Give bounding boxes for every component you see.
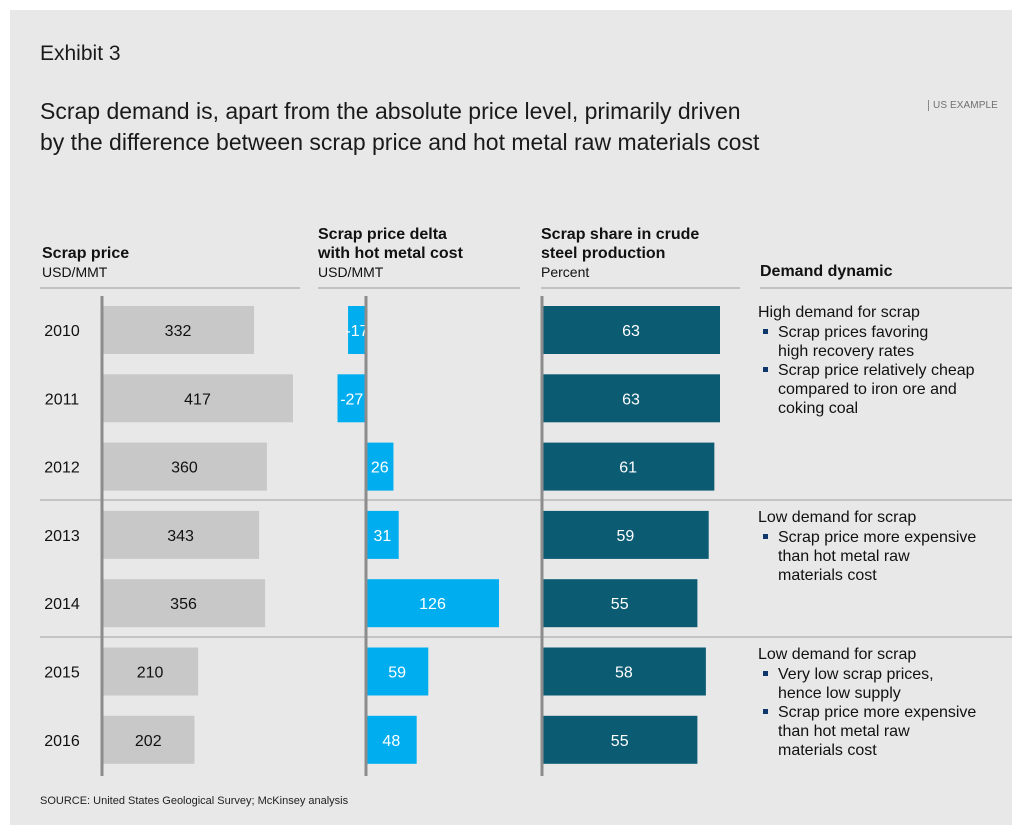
demand-bullet: Scrap price more expensive than hot metal… (758, 703, 1014, 760)
price-bar (102, 579, 266, 628)
price-column-title: Scrap price (42, 245, 130, 262)
demand-bullet: Scrap prices favoring high recovery rates (758, 323, 1014, 361)
delta-bar (366, 647, 429, 696)
price-value-label: 332 (165, 323, 192, 340)
delta-value-label: -27 (340, 391, 363, 408)
price-bar (102, 442, 267, 491)
year-label: 2011 (45, 391, 80, 408)
year-label: 2013 (44, 528, 80, 545)
share-value-label: 59 (616, 528, 634, 545)
delta-value-label: 26 (371, 460, 389, 477)
share-bar (542, 579, 698, 628)
year-label: 2012 (44, 460, 80, 477)
share-column-header: Scrap share in crude steel production Pe… (541, 225, 699, 281)
delta-value-label: 126 (419, 596, 446, 613)
delta-bar (366, 510, 399, 559)
demand-bullet: Scrap price relatively cheap compared to … (758, 361, 1014, 418)
delta-bar (337, 374, 366, 423)
share-value-label: 55 (611, 596, 629, 613)
demand-group-1: High demand for scrap Scrap prices favori… (758, 303, 1014, 418)
price-bar (102, 647, 199, 696)
price-value-label: 356 (170, 596, 197, 613)
delta-column-title-line-1: Scrap price delta (318, 226, 447, 243)
delta-value-label: 59 (388, 665, 406, 682)
demand-bullet-line: high recovery rates (778, 343, 915, 360)
headline-line-1: Scrap demand is, apart from the absolute… (40, 98, 741, 124)
price-value-label: 360 (171, 460, 198, 477)
delta-value-label: 48 (382, 733, 400, 750)
demand-group-2: Low demand for scrap Scrap price more exp… (758, 508, 1014, 585)
demand-bullet-line: Scrap price relatively cheap (778, 362, 975, 379)
price-bar (102, 715, 195, 764)
price-value-label: 202 (135, 733, 162, 750)
share-bar (542, 306, 720, 354)
share-bar (542, 510, 709, 559)
year-label: 2015 (44, 665, 80, 682)
delta-bar (366, 579, 499, 628)
demand-bullet-line: Scrap price more expensive (778, 704, 977, 721)
share-value-label: 58 (615, 665, 633, 682)
price-bar (102, 510, 260, 559)
price-column-unit: USD/MMT (42, 264, 108, 280)
share-bar (542, 442, 715, 491)
us-example-tag: US EXAMPLE (928, 100, 998, 111)
demand-heading: Low demand for scrap (758, 646, 917, 663)
year-label: 2016 (44, 733, 80, 750)
share-value-label: 63 (622, 391, 640, 408)
delta-column-header: Scrap price delta with hot metal cost US… (318, 225, 463, 281)
demand-bullet-line: than hot metal raw (778, 548, 910, 565)
share-bar (542, 647, 706, 696)
demand-bullet-line: Very low scrap prices, (778, 666, 934, 683)
share-value-label: 61 (619, 460, 637, 477)
share-bar (542, 374, 720, 423)
headline: Scrap demand is, apart from the absolute… (40, 96, 880, 158)
year-label: 2010 (44, 323, 80, 340)
demand-bullet-line: materials cost (778, 567, 877, 584)
demand-bullet: Very low scrap prices, hence low supply (758, 665, 1014, 703)
price-value-label: 417 (184, 391, 211, 408)
delta-column-unit: USD/MMT (318, 264, 384, 280)
demand-bullet-line: than hot metal raw (778, 723, 910, 740)
demand-bullet-line: coking coal (778, 400, 859, 417)
dynamic-column-header: Demand dynamic (760, 262, 892, 281)
delta-bar (366, 715, 417, 764)
price-column-header: Scrap price USD/MMT (42, 244, 129, 281)
delta-value-label: -17 (345, 323, 368, 340)
exhibit-label: Exhibit 3 (40, 42, 121, 65)
share-column-unit: Percent (541, 264, 590, 280)
delta-column-title-line-2: with hot metal cost (318, 245, 463, 262)
price-bar (102, 306, 255, 354)
price-bar (102, 374, 293, 423)
demand-bullet-line: compared to iron ore and (778, 381, 957, 398)
demand-bullet-line: hence low supply (778, 685, 901, 702)
delta-bar (348, 306, 366, 354)
headline-line-2: by the difference between scrap price an… (40, 129, 760, 155)
demand-bullet-line: materials cost (778, 742, 877, 759)
share-column-title-line-1: Scrap share in crude (541, 226, 700, 243)
demand-bullet-line: Scrap price more expensive (778, 529, 977, 546)
dynamic-column-title: Demand dynamic (760, 263, 893, 280)
demand-heading: Low demand for scrap (758, 509, 917, 526)
demand-bullet: Scrap price more expensive than hot metal… (758, 528, 1014, 585)
delta-bar (366, 442, 394, 491)
price-value-label: 343 (167, 528, 194, 545)
source-note: SOURCE: United States Geological Survey;… (40, 795, 349, 807)
delta-value-label: 31 (373, 528, 391, 545)
demand-bullet-line: Scrap prices favoring (778, 324, 929, 341)
share-value-label: 63 (622, 323, 640, 340)
price-value-label: 210 (137, 665, 164, 682)
demand-heading: High demand for scrap (758, 304, 920, 321)
share-column-title-line-2: steel production (541, 245, 666, 262)
share-bar (542, 715, 698, 764)
demand-group-3: Low demand for scrap Very low scrap price… (758, 645, 1014, 760)
year-label: 2014 (44, 596, 80, 613)
share-value-label: 55 (611, 733, 629, 750)
